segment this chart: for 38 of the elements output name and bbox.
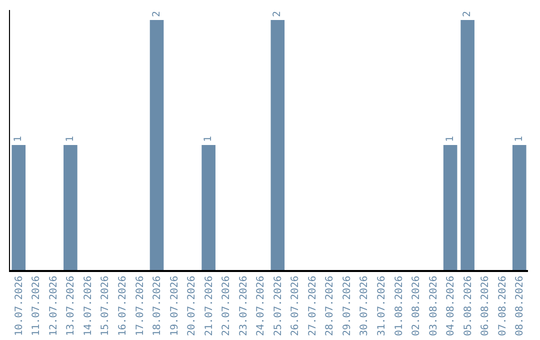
x-tick-label: 30.07.2026 (359, 276, 370, 336)
x-tick-label: 12.07.2026 (48, 276, 60, 336)
data-label: 1 (13, 136, 24, 142)
x-tick-label: 31.07.2026 (376, 276, 388, 336)
data-label: 1 (64, 136, 76, 142)
x-tick-label: 02.08.2026 (411, 276, 422, 336)
x-tick-label: 10.07.2026 (14, 276, 25, 336)
x-tick-label: 01.08.2026 (394, 276, 405, 336)
x-tick-label: 25.07.2026 (272, 276, 284, 336)
x-tick-label: 16.07.2026 (117, 276, 128, 336)
x-tick-label: 28.07.2026 (324, 276, 336, 336)
x-tick-label: 23.07.2026 (238, 276, 250, 336)
x-tick-label: 27.07.2026 (307, 276, 318, 336)
data-label: 1 (514, 136, 525, 142)
data-label: 2 (462, 10, 474, 17)
x-tick-label: 15.07.2026 (100, 276, 112, 336)
x-tick-label: 06.08.2026 (480, 276, 492, 336)
x-tick-label: 04.08.2026 (446, 276, 457, 336)
data-label: 1 (203, 136, 214, 142)
x-tick-label: 22.07.2026 (221, 276, 232, 336)
x-tick-label: 13.07.2026 (66, 276, 77, 336)
x-tick-label: 11.07.2026 (31, 276, 42, 336)
x-tick-label: 24.07.2026 (256, 276, 267, 336)
x-tick-label: 26.07.2026 (290, 276, 302, 336)
data-label: 2 (151, 10, 162, 17)
data-label: 2 (272, 10, 284, 17)
x-tick-label: 18.07.2026 (152, 276, 164, 336)
x-tick-label: 14.07.2026 (82, 276, 94, 336)
data-label: 1 (444, 136, 456, 142)
x-tick-label: 03.08.2026 (428, 276, 440, 336)
x-tick-label: 20.07.2026 (186, 276, 198, 336)
x-tick-label: 21.07.2026 (204, 276, 215, 336)
x-tick-label: 07.08.2026 (497, 276, 508, 336)
x-tick-label: 17.07.2026 (134, 276, 146, 336)
x-tick-label: 08.08.2026 (514, 276, 526, 336)
x-tick-label: 29.07.2026 (342, 276, 353, 336)
x-tick-label: 05.08.2026 (462, 276, 474, 336)
x-tick-label: 19.07.2026 (169, 276, 180, 336)
